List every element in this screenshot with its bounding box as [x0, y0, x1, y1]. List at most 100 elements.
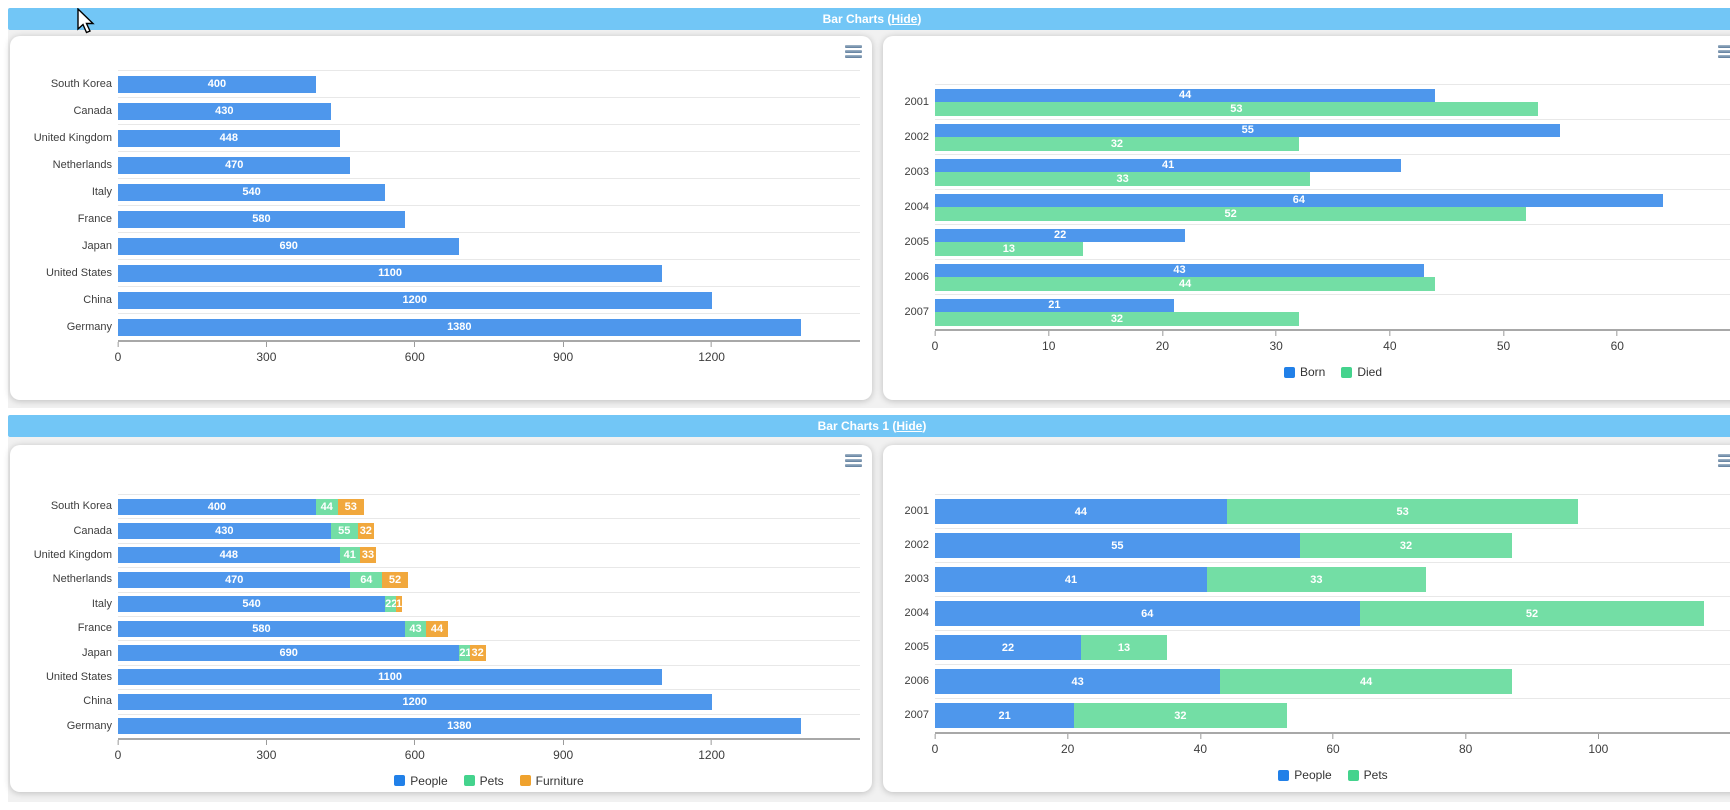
hamburger-menu-icon[interactable]: [845, 454, 862, 469]
bar[interactable]: 44: [935, 277, 1436, 291]
bar-segment[interactable]: 53: [1226, 499, 1579, 524]
row-plot: 470: [118, 151, 860, 178]
bar[interactable]: 52: [935, 207, 1527, 221]
bar[interactable]: 540: [118, 183, 386, 201]
bar-segment[interactable]: 1100: [118, 669, 663, 686]
bar[interactable]: 55: [935, 123, 1561, 137]
bar[interactable]: 1100: [118, 264, 663, 282]
legend-label: People: [1294, 768, 1332, 782]
bar-segment[interactable]: 13: [1080, 635, 1168, 660]
hide-link[interactable]: Hide: [891, 12, 918, 26]
bar-segment[interactable]: 33: [359, 547, 377, 564]
bar-segment[interactable]: 44: [315, 498, 338, 515]
bar[interactable]: 430: [118, 102, 331, 120]
hamburger-menu-icon[interactable]: [1718, 45, 1730, 60]
legend-item-people[interactable]: People: [1278, 768, 1332, 782]
bar-segment[interactable]: 448: [118, 547, 340, 564]
hide-link[interactable]: Hide: [896, 419, 923, 433]
chart-row: Japan 690 21 32: [22, 640, 860, 664]
bar-segment[interactable]: 44: [1220, 669, 1513, 694]
legend-marker: [394, 775, 406, 787]
legend-item-people[interactable]: People: [394, 774, 448, 788]
bar-segment[interactable]: 32: [469, 645, 486, 662]
chart-row: Italy 540: [22, 178, 860, 205]
bar[interactable]: 32: [935, 312, 1299, 326]
bar[interactable]: 13: [935, 242, 1083, 256]
row-plot: 22 13: [935, 224, 1730, 259]
bar-segment[interactable]: 55: [330, 523, 358, 540]
bar-segment[interactable]: 21: [459, 645, 472, 662]
bar[interactable]: 448: [118, 129, 340, 147]
bar-segment[interactable]: 22: [935, 635, 1081, 660]
bar-segment[interactable]: 52: [1359, 601, 1705, 626]
bar-segment[interactable]: 32: [1299, 533, 1513, 558]
bar-segment[interactable]: 430: [118, 523, 331, 540]
axis-line[interactable]: 0 300 600 900 1200: [115, 737, 860, 762]
bar-segment[interactable]: 400: [118, 498, 316, 515]
bar[interactable]: 22: [935, 228, 1186, 242]
row-plot: 22 13: [935, 630, 1730, 664]
bar-segment[interactable]: 32: [1074, 703, 1287, 728]
bar[interactable]: 53: [935, 102, 1538, 116]
bar-segment[interactable]: 43: [935, 669, 1221, 694]
bar-segment[interactable]: 33: [1206, 567, 1426, 592]
bar-segment[interactable]: 1200: [118, 693, 712, 710]
bar[interactable]: 1200: [118, 291, 712, 309]
bar-segment[interactable]: 64: [935, 601, 1360, 626]
bar[interactable]: 400: [118, 75, 316, 93]
bar[interactable]: 21: [935, 298, 1174, 312]
bar[interactable]: 64: [935, 193, 1663, 207]
bar-segment[interactable]: 690: [118, 645, 460, 662]
legend-item-furniture[interactable]: Furniture: [519, 774, 584, 788]
value-label: 21: [459, 647, 472, 660]
legend-item-pets[interactable]: Pets: [463, 774, 504, 788]
legend-item-pets[interactable]: Pets: [1347, 768, 1388, 782]
axis-line[interactable]: 0 20 40 60 80 100: [932, 732, 1730, 756]
chart-card-born-died: 2001 44 53 2002 55 32 2003 41 33 2004 64 52 2005 22 13…: [883, 36, 1730, 400]
row-plot: 21 32: [935, 294, 1730, 329]
axis-tick: 1200: [698, 342, 725, 364]
bar[interactable]: 690: [118, 237, 460, 255]
row-plot: 1380: [118, 313, 860, 340]
value-label: 470: [225, 573, 244, 586]
chart-row: Japan 690: [22, 232, 860, 259]
bar[interactable]: 1380: [118, 318, 801, 336]
bar[interactable]: 580: [118, 210, 405, 228]
bar[interactable]: 43: [935, 263, 1424, 277]
bar[interactable]: 32: [935, 137, 1299, 151]
bar-segment[interactable]: 32: [357, 523, 374, 540]
bar-segment[interactable]: 43: [404, 620, 427, 637]
hamburger-menu-icon[interactable]: [1718, 454, 1730, 469]
bar-segment[interactable]: 22: [385, 596, 397, 613]
legend-item-born[interactable]: Born: [1283, 365, 1325, 379]
bar-segment[interactable]: 52: [382, 571, 408, 588]
axis-line[interactable]: 0 300 600 900 1200: [115, 340, 860, 364]
bar-segment[interactable]: 540: [118, 596, 386, 613]
legend-item-died[interactable]: Died: [1341, 365, 1382, 379]
chart-row: 2004 64 52: [895, 189, 1730, 224]
bar-segment[interactable]: 41: [339, 547, 360, 564]
bar[interactable]: 44: [935, 88, 1436, 102]
bar-segment[interactable]: 64: [350, 571, 383, 588]
bar[interactable]: 33: [935, 172, 1311, 186]
bar-segment[interactable]: 1380: [118, 718, 801, 735]
bar[interactable]: 41: [935, 158, 1402, 172]
bar-segment[interactable]: 21: [935, 703, 1075, 728]
bar-segment[interactable]: 55: [935, 533, 1300, 558]
category-label: South Korea: [50, 77, 112, 90]
bar-segment[interactable]: 53: [337, 498, 364, 515]
bar-segment[interactable]: 470: [118, 571, 351, 588]
bar-segment[interactable]: 41: [935, 567, 1207, 592]
axis-tick: 10: [1042, 331, 1055, 353]
hamburger-menu-icon[interactable]: [845, 45, 862, 60]
value-label: 1380: [447, 720, 472, 733]
bar-segment[interactable]: 13: [395, 596, 408, 613]
bar-segment[interactable]: 44: [426, 620, 448, 637]
tick-label: 0: [931, 339, 939, 353]
row-plot: 1380: [118, 713, 860, 738]
bar-segment[interactable]: 44: [935, 499, 1227, 524]
axis-line[interactable]: 0 10 20 30 40 50 60: [931, 329, 1730, 353]
x-axis: 0 10 20 30 40 50 60: [895, 329, 1730, 353]
bar[interactable]: 470: [118, 156, 351, 174]
bar-segment[interactable]: 580: [118, 620, 405, 637]
